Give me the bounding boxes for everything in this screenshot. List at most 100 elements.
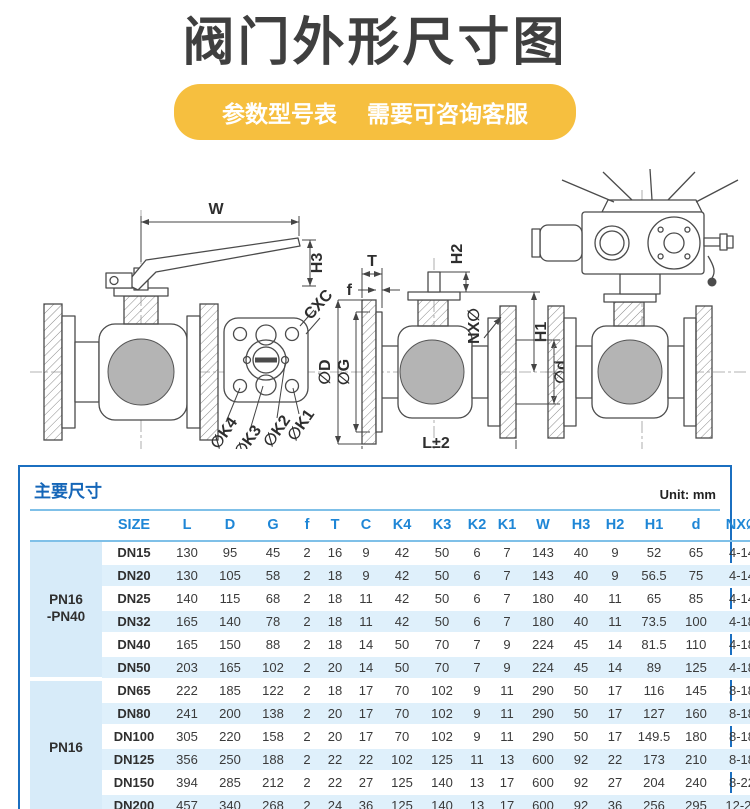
dim-cell: 70 bbox=[382, 678, 422, 703]
dim-cell: 18 bbox=[320, 586, 350, 611]
dim-cell: 45 bbox=[252, 540, 294, 565]
dim-cell: 11 bbox=[598, 609, 632, 634]
dim-cell: 305 bbox=[166, 724, 208, 749]
dim-label-cxc: CXC bbox=[301, 286, 337, 323]
size-cell: DN50 bbox=[102, 655, 166, 680]
dim-cell: 12-22 bbox=[716, 793, 750, 809]
dim-cell: 9 bbox=[492, 632, 522, 657]
column-header-k3: K3 bbox=[422, 510, 462, 542]
dim-cell: 222 bbox=[166, 678, 208, 703]
dim-cell: 40 bbox=[564, 609, 598, 634]
dim-cell: 85 bbox=[676, 586, 716, 611]
dim-cell: 11 bbox=[598, 586, 632, 611]
column-header-d: d bbox=[676, 510, 716, 542]
column-header-k2: K2 bbox=[462, 510, 492, 542]
dim-cell: 92 bbox=[564, 793, 598, 809]
dim-cell: 224 bbox=[522, 632, 564, 657]
dim-cell: 17 bbox=[492, 770, 522, 795]
dim-cell: 18 bbox=[320, 609, 350, 634]
dim-cell: 180 bbox=[676, 724, 716, 749]
dim-cell: 17 bbox=[350, 678, 382, 703]
dim-label-h3: H3 bbox=[309, 252, 326, 273]
dim-cell: 50 bbox=[564, 678, 598, 703]
dim-cell: 70 bbox=[382, 701, 422, 726]
dim-cell: 140 bbox=[422, 793, 462, 809]
dim-cell: 130 bbox=[166, 540, 208, 565]
dim-cell: 70 bbox=[382, 724, 422, 749]
table-row: DN200 457 340 268 2 24 36 125 140 13 17 600 92 36 256 2… bbox=[30, 793, 750, 809]
dim-cell: 6 bbox=[462, 586, 492, 611]
dim-cell: 81.5 bbox=[632, 632, 676, 657]
dim-cell: 2 bbox=[294, 563, 320, 588]
dim-cell: 50 bbox=[382, 632, 422, 657]
table-title-row: 主要尺寸 Unit: mm bbox=[30, 471, 720, 511]
dim-label-w: W bbox=[208, 201, 224, 218]
dim-cell: 22 bbox=[598, 747, 632, 772]
dim-cell: 203 bbox=[166, 655, 208, 680]
banner: 参数型号表 需要可咨询客服 bbox=[174, 83, 576, 140]
dim-cell: 8-18 bbox=[716, 701, 750, 726]
dim-cell: 173 bbox=[632, 747, 676, 772]
table-row: PN16 DN65 222 185 122 2 18 17 70 102 9 11 290 50 17 116… bbox=[30, 676, 750, 809]
dim-cell: 102 bbox=[422, 724, 462, 749]
dim-cell: 2 bbox=[294, 793, 320, 809]
dim-cell: 27 bbox=[598, 770, 632, 795]
dim-cell: 50 bbox=[564, 724, 598, 749]
size-cell: DN15 bbox=[102, 540, 166, 565]
dim-cell: 42 bbox=[382, 563, 422, 588]
column-header-g: G bbox=[252, 510, 294, 542]
dim-cell: 125 bbox=[676, 655, 716, 680]
dim-label-l: L±2 bbox=[422, 435, 450, 449]
dim-cell: 50 bbox=[422, 540, 462, 565]
dim-cell: 22 bbox=[350, 747, 382, 772]
dim-cell: 4-18 bbox=[716, 609, 750, 634]
header-group-spacer bbox=[30, 510, 102, 542]
dim-cell: 2 bbox=[294, 609, 320, 634]
dim-cell: 2 bbox=[294, 747, 320, 772]
dim-label-nx: NX∅ bbox=[466, 308, 483, 344]
dim-cell: 24 bbox=[320, 793, 350, 809]
dim-cell: 14 bbox=[350, 655, 382, 680]
size-cell: DN150 bbox=[102, 770, 166, 795]
dim-cell: 600 bbox=[522, 770, 564, 795]
dim-cell: 13 bbox=[462, 793, 492, 809]
dim-cell: 145 bbox=[676, 678, 716, 703]
dim-cell: 356 bbox=[166, 747, 208, 772]
dim-cell: 9 bbox=[350, 563, 382, 588]
dim-cell: 9 bbox=[598, 540, 632, 565]
column-header-h2: H2 bbox=[598, 510, 632, 542]
dim-cell: 149.5 bbox=[632, 724, 676, 749]
dim-cell: 2 bbox=[294, 701, 320, 726]
dim-cell: 88 bbox=[252, 632, 294, 657]
dim-cell: 56.5 bbox=[632, 563, 676, 588]
column-header-k4: K4 bbox=[382, 510, 422, 542]
dim-cell: 600 bbox=[522, 793, 564, 809]
dim-cell: 125 bbox=[422, 747, 462, 772]
dim-cell: 290 bbox=[522, 678, 564, 703]
dim-cell: 27 bbox=[350, 770, 382, 795]
size-cell: DN200 bbox=[102, 793, 166, 809]
table-row: DN40 165 150 88 2 18 14 50 70 7 9 224 45 14 81.5 110 4-1… bbox=[30, 632, 750, 657]
dim-cell: 11 bbox=[492, 701, 522, 726]
column-header-h3: H3 bbox=[564, 510, 598, 542]
electric-actuator bbox=[531, 168, 739, 287]
dim-cell: 42 bbox=[382, 586, 422, 611]
dim-cell: 188 bbox=[252, 747, 294, 772]
table-row: DN32 165 140 78 2 18 11 42 50 6 7 180 40 11 73.5 100 4-1… bbox=[30, 609, 750, 634]
dim-cell: 110 bbox=[676, 632, 716, 657]
dim-cell: 40 bbox=[564, 540, 598, 565]
table-row: DN100 305 220 158 2 20 17 70 102 9 11 290 50 17 149.5 1… bbox=[30, 724, 750, 749]
size-cell: DN20 bbox=[102, 563, 166, 588]
dim-cell: 2 bbox=[294, 632, 320, 657]
dim-cell: 105 bbox=[208, 563, 252, 588]
dim-cell: 11 bbox=[492, 724, 522, 749]
dim-cell: 256 bbox=[632, 793, 676, 809]
dim-cell: 50 bbox=[422, 563, 462, 588]
mounting-pad-top-view: CXC ∅K4 ∅K3 ∅K2 ∅K1 bbox=[208, 286, 337, 449]
technical-drawing-svg: W H3 CXC ∅ bbox=[30, 168, 748, 449]
dim-cell: 268 bbox=[252, 793, 294, 809]
dim-cell: 42 bbox=[382, 609, 422, 634]
dim-cell: 600 bbox=[522, 747, 564, 772]
dim-cell: 290 bbox=[522, 724, 564, 749]
